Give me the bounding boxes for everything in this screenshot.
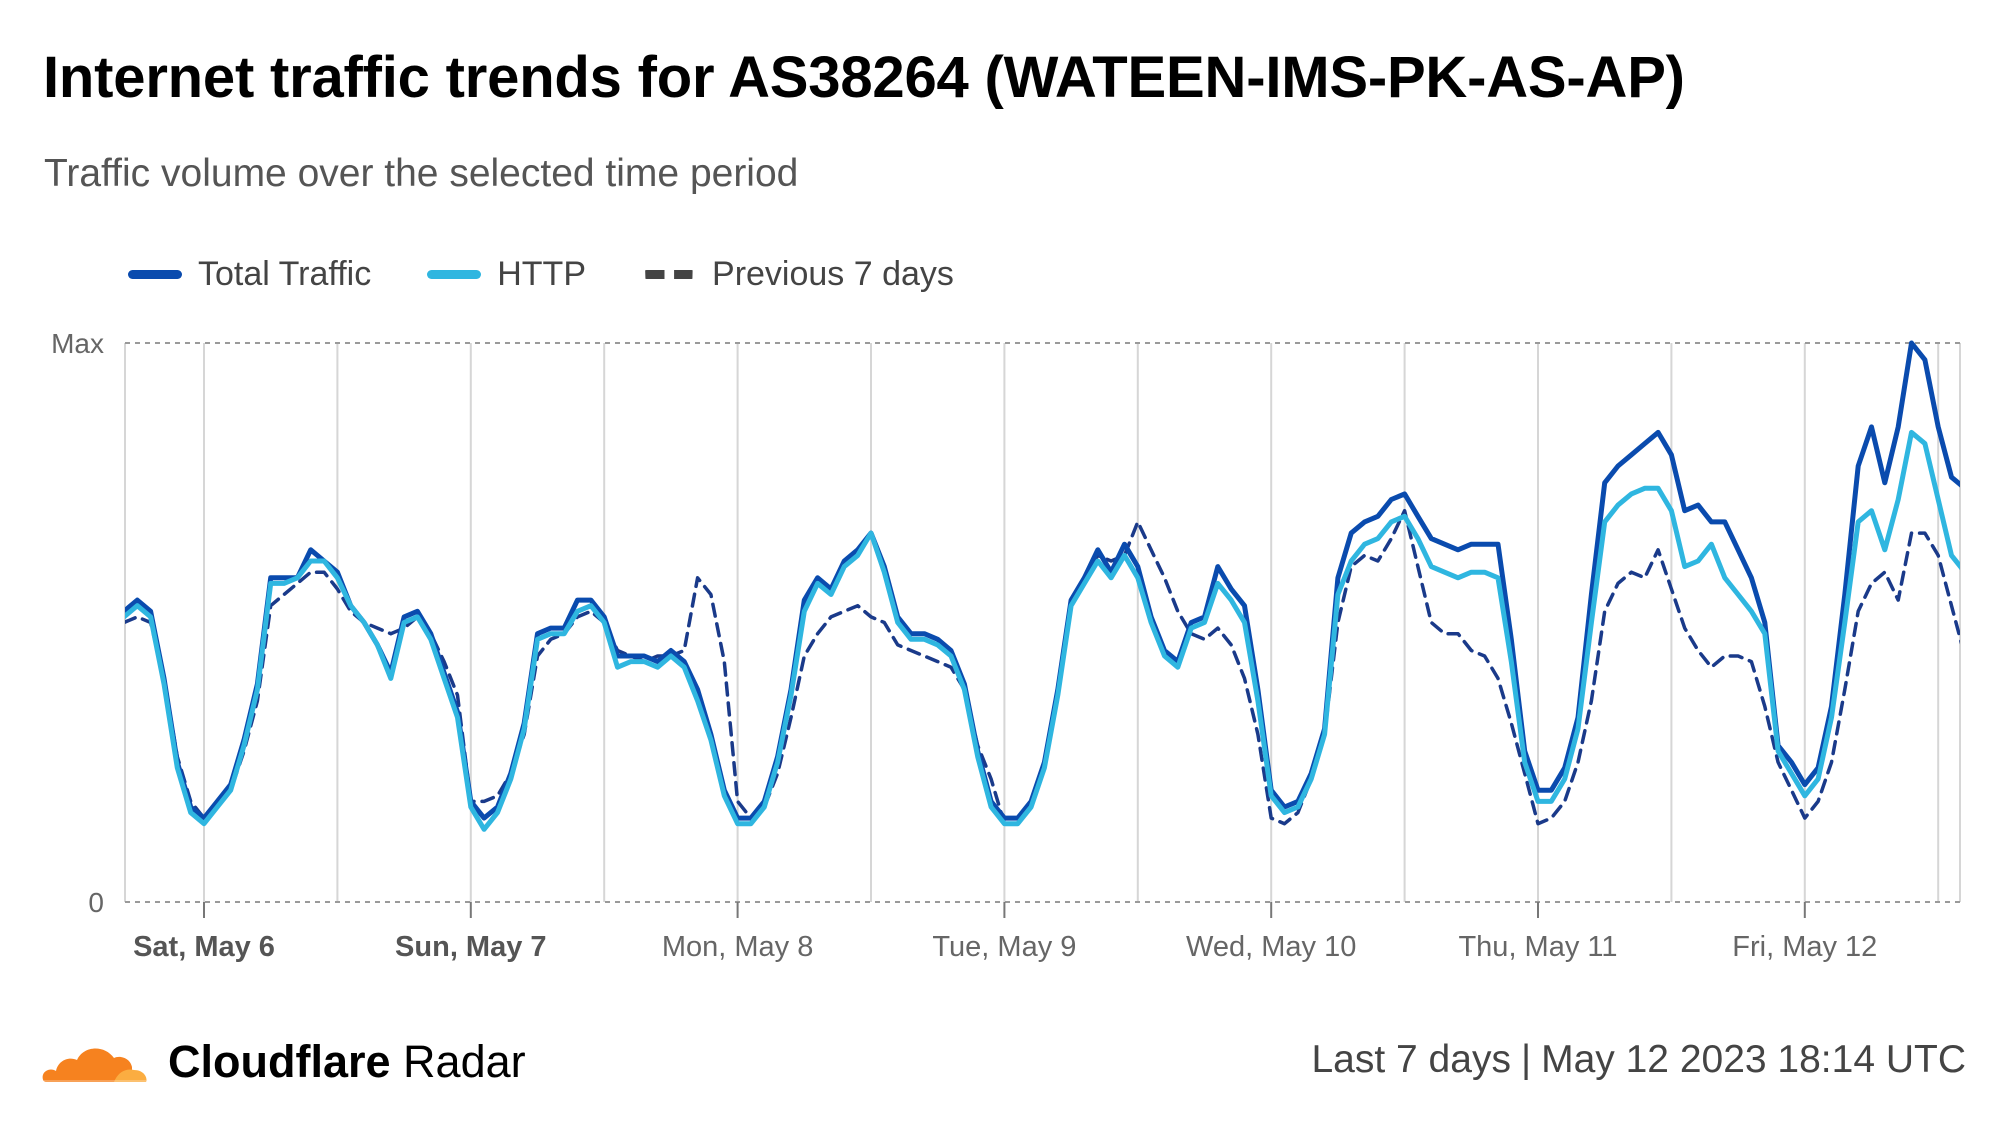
axis-layer: Max 0 Sat, May 6 Sun, May 7 Mon, May 8 Tue, M… (51, 328, 1877, 963)
footer-separator: | (1520, 1038, 1532, 1081)
legend-swatch-previous-7-days (642, 269, 697, 279)
legend-item-previous-7-days[interactable]: Previous 7 days (642, 255, 954, 294)
series-line-total-traffic (125, 340, 1960, 821)
x-tick-label: Sat, May 6 (133, 931, 275, 963)
legend-item-total-traffic[interactable]: Total Traffic (128, 255, 371, 294)
legend-label-http: HTTP (497, 254, 587, 293)
y-tick-label: Max (51, 328, 104, 359)
series-line-http (125, 429, 1960, 832)
x-tick-label: Fri, May 12 (1732, 931, 1877, 963)
x-tick-label: Thu, May 11 (1458, 931, 1617, 963)
x-tick-label: Tue, May 9 (932, 931, 1076, 963)
brand-name: Cloudflare Radar (168, 1036, 526, 1088)
legend-item-http[interactable]: HTTP (427, 255, 586, 294)
footer-timestamp: May 12 2023 18:14 UTC (1541, 1038, 1966, 1081)
y-tick-label: 0 (88, 887, 104, 918)
series-layer (125, 340, 1960, 832)
chart-title: Internet traffic trends for AS38264 (WAT… (43, 45, 1685, 110)
x-tick-label: Mon, May 8 (662, 931, 814, 963)
brand-name-bold: Cloudflare (168, 1036, 391, 1087)
cloudflare-logo-icon (42, 1048, 147, 1084)
footer-range: Last 7 days (1311, 1038, 1511, 1081)
chart-legend: Total Traffic HTTP Previous 7 days (128, 254, 1010, 294)
x-tick-label: Wed, May 10 (1186, 931, 1356, 963)
x-tick-label: Sun, May 7 (395, 931, 547, 963)
brand-name-regular: Radar (403, 1036, 526, 1087)
chart-subtitle: Traffic volume over the selected time pe… (44, 152, 799, 195)
legend-swatch-total-traffic (128, 269, 182, 279)
legend-label-previous-7-days: Previous 7 days (712, 254, 954, 293)
legend-swatch-http (427, 269, 482, 279)
legend-label-total-traffic: Total Traffic (198, 254, 372, 293)
series-line-previous-7-days (125, 508, 1960, 826)
footer-timeframe: Last 7 days | May 12 2023 18:14 UTC (1311, 1038, 1966, 1082)
